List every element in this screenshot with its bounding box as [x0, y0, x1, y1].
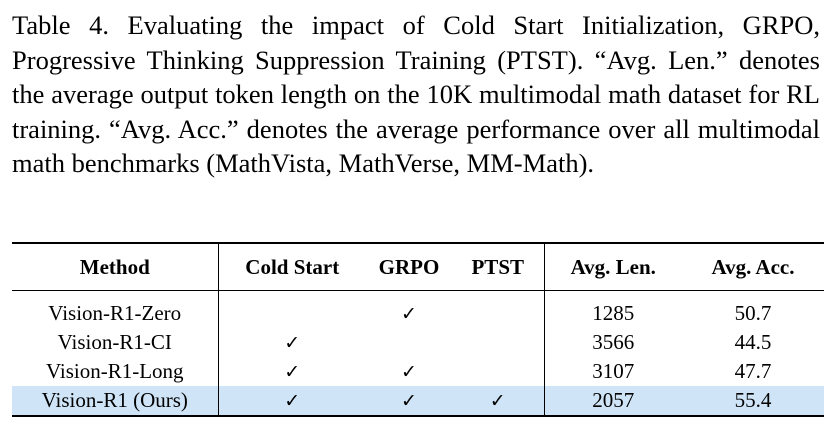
table-row: Vision-R1-Zero ✓ 1285 50.7 [12, 290, 824, 329]
ptst-cell [452, 328, 545, 357]
cold-start-cell: ✓ [218, 386, 366, 417]
header-grpo: GRPO [366, 242, 452, 291]
avg-acc-cell: 44.5 [734, 330, 772, 354]
table-row: Vision-R1-Long ✓ ✓ 3107 47.7 [12, 357, 824, 386]
grpo-cell: ✓ [366, 386, 452, 417]
table-row-highlighted: Vision-R1 (Ours) ✓ ✓ ✓ 2057 55.4 [12, 386, 824, 417]
avg-acc-cell: 50.7 [734, 301, 772, 325]
header-cold-start: Cold Start [218, 242, 366, 291]
ptst-cell [452, 357, 545, 386]
method-cell: Vision-R1 (Ours) [12, 386, 219, 417]
avg-len-cell: 3107 [592, 359, 635, 383]
header-avg-len: Avg. Len. [544, 242, 682, 291]
header-ptst: PTST [452, 242, 545, 291]
table-row: Vision-R1-CI ✓ 3566 44.5 [12, 328, 824, 357]
grpo-cell: ✓ [401, 302, 417, 325]
avg-len-cell: 2057 [544, 386, 682, 417]
ptst-cell [452, 290, 545, 328]
avg-len-cell: 1285 [592, 301, 635, 325]
cold-start-cell: ✓ [284, 331, 301, 354]
table-caption: Table 4. Evaluating the impact of Cold S… [12, 10, 820, 178]
header-avg-acc: Avg. Acc. [682, 242, 824, 291]
avg-len-cell: 3566 [592, 330, 635, 354]
grpo-cell: ✓ [401, 360, 417, 383]
method-cell: Vision-R1-Long [12, 357, 219, 386]
cold-start-cell: ✓ [284, 360, 301, 383]
cold-start-cell [218, 291, 366, 329]
table-header-row: Method Cold Start GRPO PTST Avg. Len. Av… [12, 242, 824, 291]
ptst-cell: ✓ [452, 386, 545, 417]
grpo-cell [366, 328, 452, 357]
method-cell: Vision-R1-Zero [12, 290, 219, 328]
avg-acc-cell: 47.7 [734, 359, 772, 383]
method-cell: Vision-R1-CI [12, 328, 219, 357]
results-table: Method Cold Start GRPO PTST Avg. Len. Av… [12, 242, 824, 417]
avg-acc-cell: 55.4 [682, 386, 824, 417]
header-method: Method [12, 242, 219, 291]
